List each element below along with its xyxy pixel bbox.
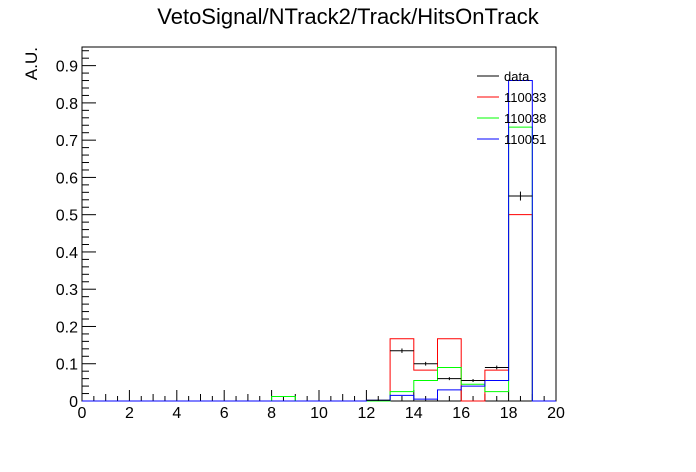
legend-label-110038: 110038	[504, 111, 546, 126]
y-tick-label: 0.4	[56, 245, 78, 262]
x-tick-label: 18	[500, 405, 518, 422]
series-110051-step	[82, 80, 556, 402]
chart-title: VetoSignal/NTrack2/Track/HitsOnTrack	[157, 4, 539, 29]
y-axis: 0 0.1 0.2 0.3 0.4 0.5 0.6 0.7 0.8 0.9	[56, 50, 96, 411]
legend-label-110033: 110033	[504, 90, 546, 105]
legend: data 110033 110038 110051	[477, 69, 546, 147]
y-tick-label: 0	[69, 394, 78, 411]
y-tick-label: 0.9	[56, 59, 78, 76]
legend-label-110051: 110051	[504, 132, 546, 147]
x-tick-label: 14	[405, 405, 423, 422]
x-tick-label: 8	[267, 405, 276, 422]
y-tick-label: 0.8	[56, 96, 78, 113]
x-tick-label: 16	[452, 405, 470, 422]
series-layer	[82, 80, 556, 402]
plot-border	[81, 46, 557, 402]
x-tick-label: 12	[358, 405, 376, 422]
y-axis-label: A.U.	[22, 47, 41, 80]
legend-label-data: data	[504, 69, 530, 84]
y-tick-label: 0.2	[56, 319, 78, 336]
y-tick-label: 0.7	[56, 133, 78, 150]
series-110033-step	[82, 214, 556, 402]
x-tick-label: 4	[172, 405, 181, 422]
y-tick-label: 0.1	[56, 357, 78, 374]
x-tick-label: 6	[220, 405, 229, 422]
x-axis: 0 2 4 6 8 10 12 14 16 18 20	[78, 390, 565, 422]
y-tick-label: 0.3	[56, 282, 78, 299]
x-tick-label: 10	[310, 405, 328, 422]
x-tick-label: 0	[78, 405, 87, 422]
x-tick-label: 20	[547, 405, 565, 422]
plot-frame	[81, 46, 557, 402]
y-tick-label: 0.6	[56, 170, 78, 187]
series-110038-step	[82, 126, 556, 402]
x-tick-label: 2	[125, 405, 134, 422]
y-tick-label: 0.5	[56, 208, 78, 225]
